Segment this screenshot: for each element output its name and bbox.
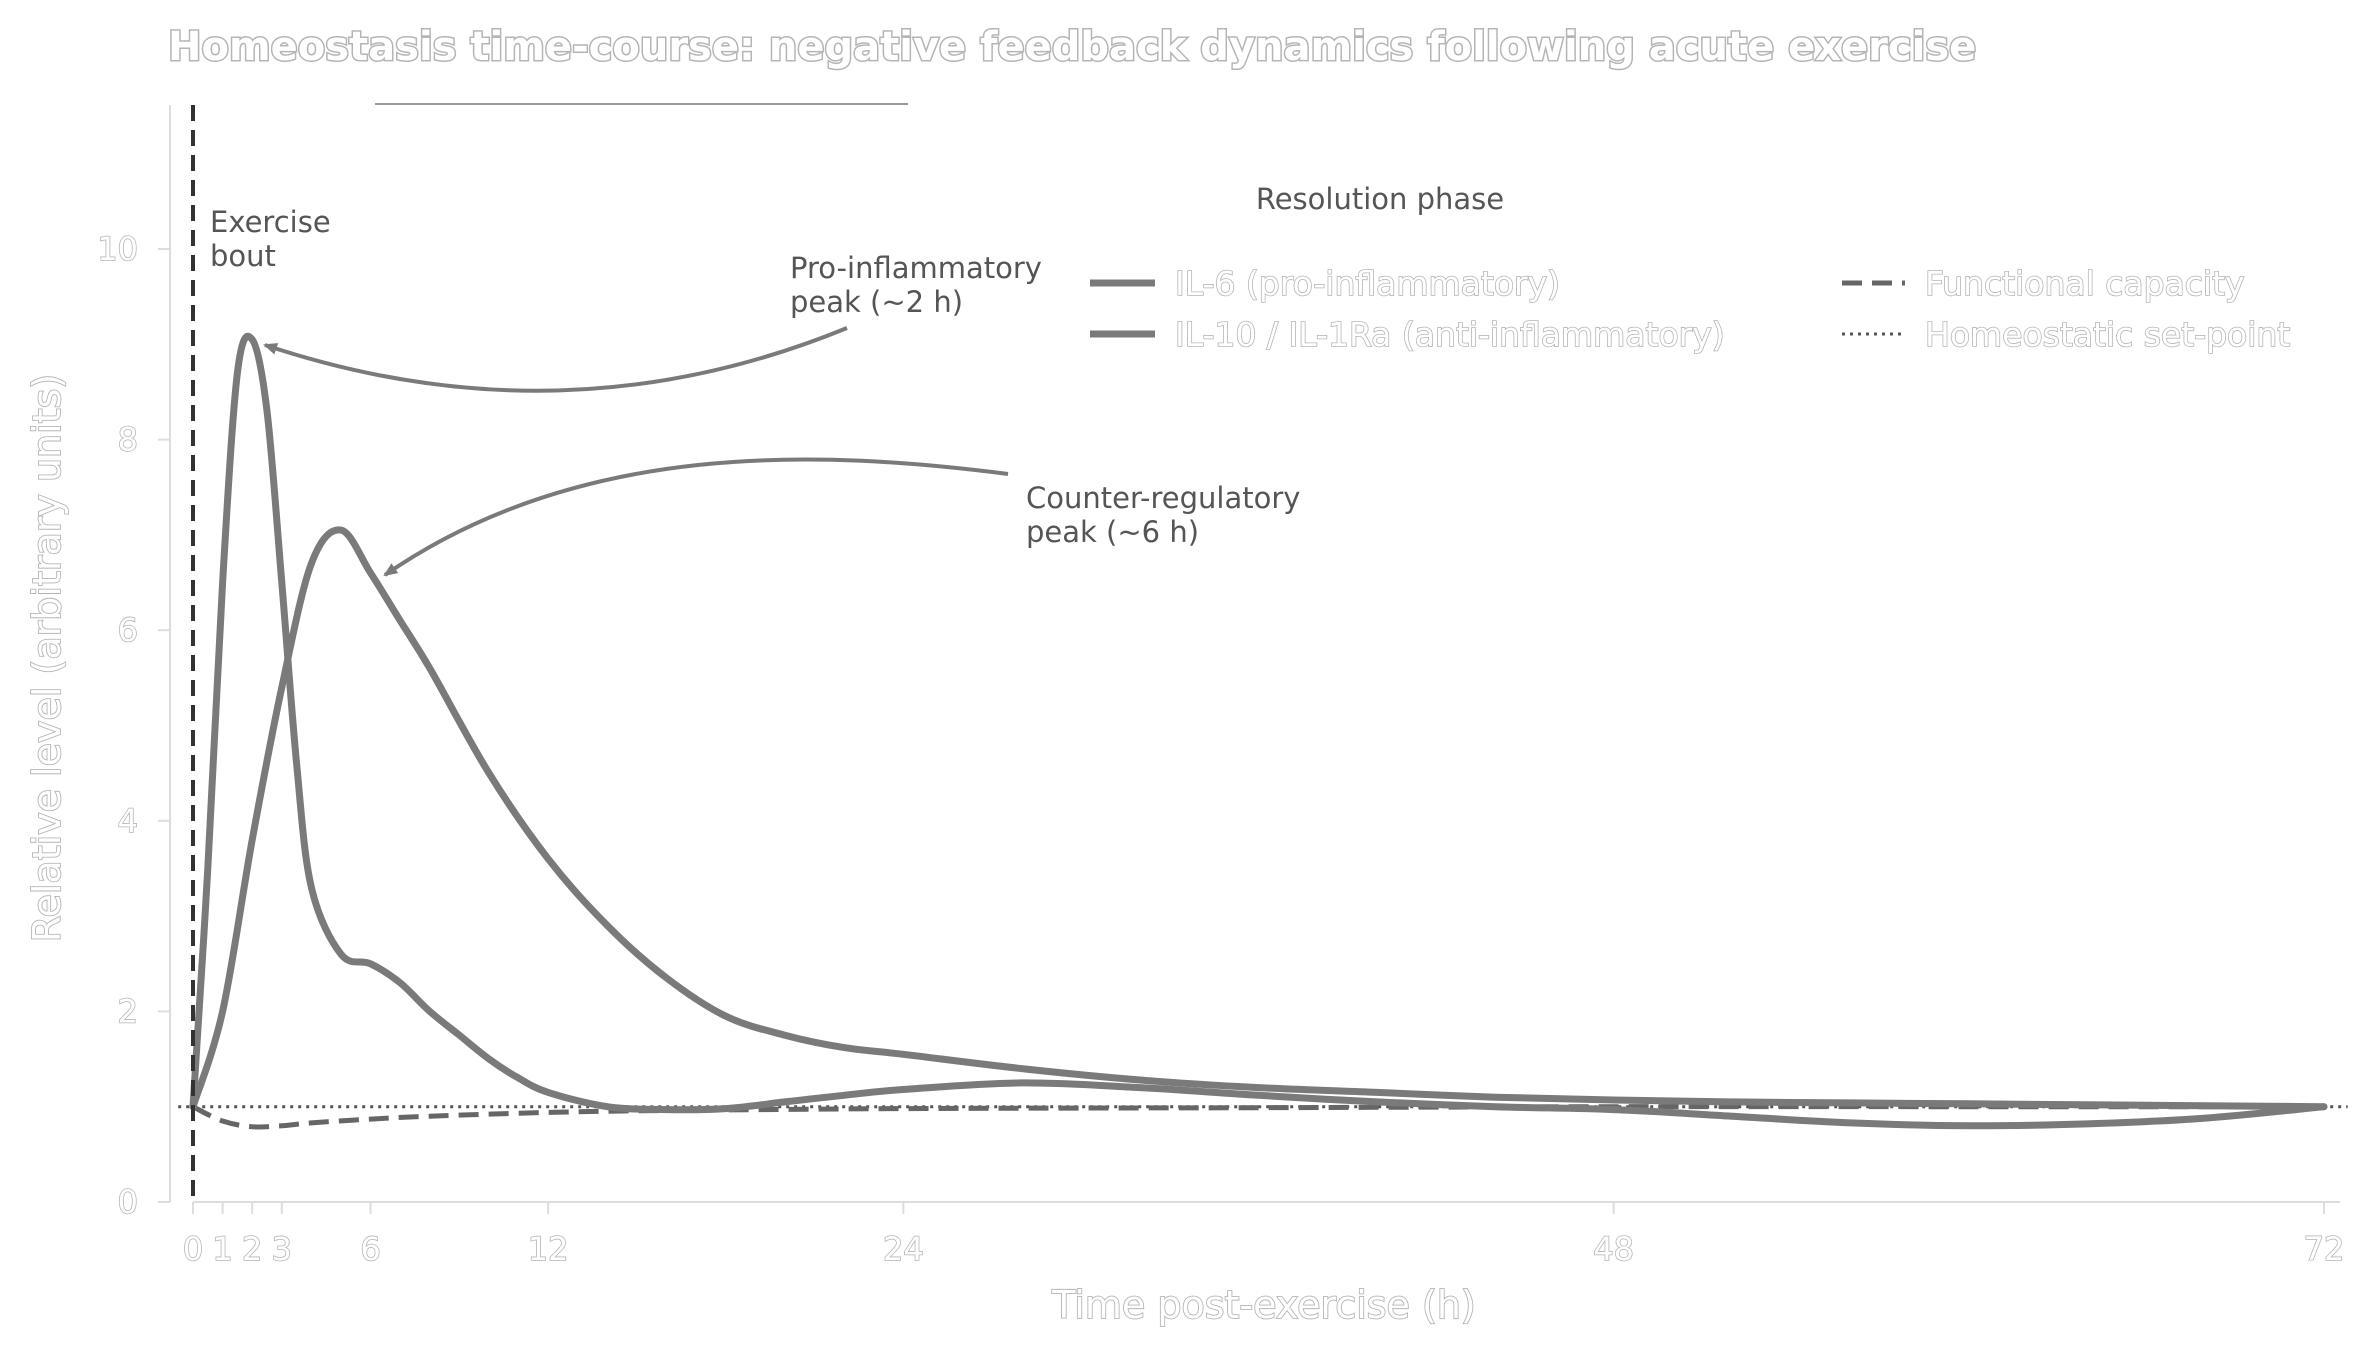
legend-title: Resolution phase — [1256, 182, 1504, 216]
counter-regulatory-annotation: Counter-regulatory peak (~6 h) — [383, 457, 1310, 577]
x-tick-label: 1 — [212, 1230, 232, 1268]
legend-label-il10: IL-10 / IL-1Ra (anti-inflammatory) — [1175, 315, 1725, 354]
x-tick-label: 3 — [272, 1230, 292, 1268]
x-axis-label: Time post-exercise (h) — [1051, 1283, 1476, 1327]
counter-regulatory-label-line2: peak (~6 h) — [1026, 515, 1199, 549]
counter-regulatory-label-line1: Counter-regulatory — [1026, 481, 1300, 515]
pro-inflammatory-label: Pro-inflammatory peak (~2 h) — [790, 251, 1051, 319]
legend-label-il6: IL-6 (pro-inflammatory) — [1175, 264, 1560, 303]
chart-title: Homeostasis time-course: negative feedba… — [168, 24, 1976, 70]
pro-inflammatory-annotation: Pro-inflammatory peak (~2 h) — [263, 251, 1051, 393]
legend: Resolution phase IL-6 (pro-inflammatory)… — [1090, 182, 2291, 355]
exercise-bout-label-line1: Exercise — [210, 205, 331, 239]
exercise-bout-label-line2: bout — [210, 239, 276, 273]
x-tick-label: 24 — [883, 1230, 924, 1268]
series-layer — [178, 105, 2348, 1202]
x-tick-label: 12 — [528, 1230, 569, 1268]
y-tick-label: 8 — [118, 421, 138, 459]
legend-label-setpoint: Homeostatic set-point — [1925, 315, 2290, 354]
series-functional-capacity-line — [191, 1104, 2324, 1130]
y-axis-label: Relative level (arbitrary units) — [25, 374, 69, 942]
exercise-bout-label: Exercise bout — [210, 205, 340, 273]
x-tick-label: 6 — [360, 1230, 380, 1268]
series-il10-line — [189, 526, 2328, 1111]
axes — [169, 105, 2340, 1203]
legend-label-functional: Functional capacity — [1925, 264, 2245, 303]
x-tick-label: 72 — [2304, 1230, 2345, 1268]
pro-inflammatory-label-line1: Pro-inflammatory — [790, 251, 1042, 285]
y-tick-label: 0 — [118, 1183, 138, 1221]
y-tick-label: 2 — [118, 992, 138, 1030]
x-tick-label: 2 — [242, 1230, 262, 1268]
counter-regulatory-arrow — [383, 457, 1009, 577]
y-tick-label: 4 — [118, 802, 138, 840]
y-tick-label: 10 — [97, 230, 138, 268]
x-tick-label: 0 — [183, 1230, 203, 1268]
y-tick-label: 6 — [118, 611, 138, 649]
pro-inflammatory-arrow — [263, 326, 848, 393]
series-il6-line — [189, 332, 2328, 1130]
x-tick-label: 48 — [1593, 1230, 1634, 1268]
pro-inflammatory-label-line2: peak (~2 h) — [790, 285, 963, 319]
counter-regulatory-label: Counter-regulatory peak (~6 h) — [1026, 481, 1310, 549]
